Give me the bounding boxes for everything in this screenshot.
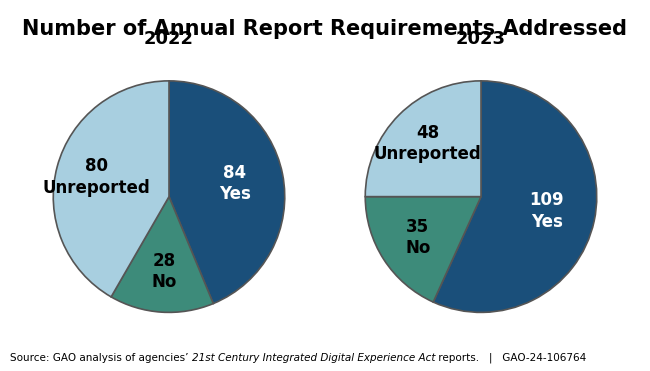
Text: 109
Yes: 109 Yes bbox=[529, 191, 564, 230]
Text: 35
No: 35 No bbox=[405, 218, 430, 257]
Text: 80
Unreported: 80 Unreported bbox=[42, 157, 150, 197]
Text: 84
Yes: 84 Yes bbox=[219, 164, 251, 203]
Title: 2022: 2022 bbox=[144, 30, 194, 47]
Wedge shape bbox=[53, 81, 169, 297]
Wedge shape bbox=[169, 81, 285, 303]
Wedge shape bbox=[111, 197, 213, 312]
Text: Source: GAO analysis of agencies’: Source: GAO analysis of agencies’ bbox=[10, 353, 192, 363]
Title: 2023: 2023 bbox=[456, 30, 506, 47]
Text: 28
No: 28 No bbox=[151, 252, 177, 292]
Text: Number of Annual Report Requirements Addressed: Number of Annual Report Requirements Add… bbox=[23, 19, 627, 39]
Wedge shape bbox=[434, 81, 597, 312]
Wedge shape bbox=[365, 81, 481, 197]
Text: 48
Unreported: 48 Unreported bbox=[374, 124, 482, 163]
Text: 21st Century Integrated Digital Experience Act: 21st Century Integrated Digital Experien… bbox=[192, 353, 435, 363]
Text: reports.   |   GAO-24-106764: reports. | GAO-24-106764 bbox=[435, 352, 586, 363]
Wedge shape bbox=[365, 197, 481, 302]
